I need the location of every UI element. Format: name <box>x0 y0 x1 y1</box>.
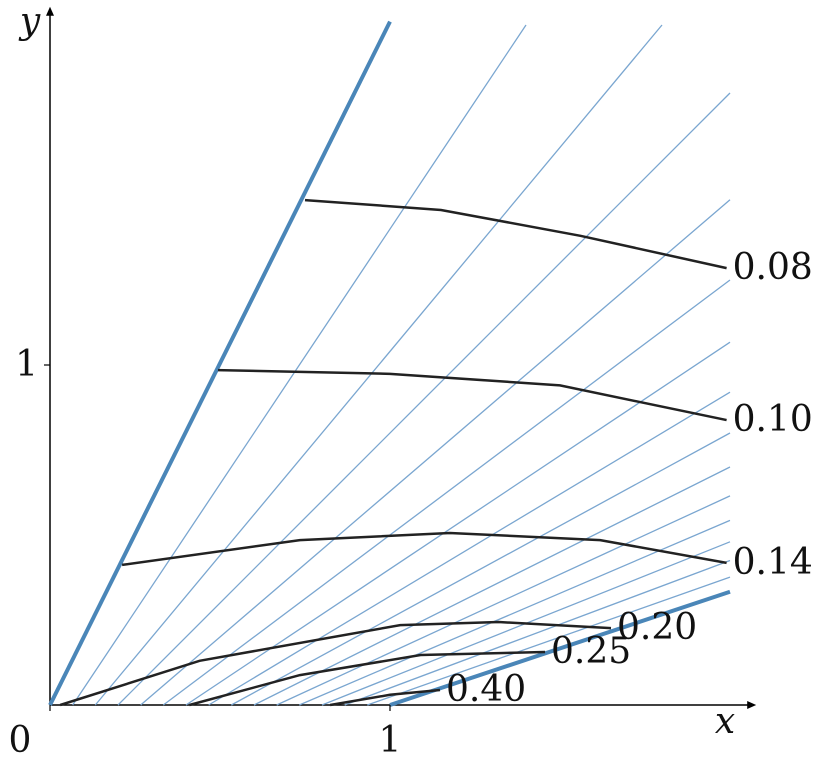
level-curve <box>329 688 441 707</box>
x-axis-arrow <box>747 701 757 709</box>
characteristic-line <box>208 391 731 706</box>
characteristic-line <box>253 466 731 706</box>
level-label: 0.20 <box>617 607 697 648</box>
level-label: 0.08 <box>733 247 813 288</box>
level-label: 0.14 <box>733 542 813 583</box>
characteristic-line <box>367 576 731 706</box>
characteristic-line <box>344 559 731 706</box>
level-curve <box>189 650 546 707</box>
level-curve <box>217 368 727 422</box>
x-tick-label: 1 <box>379 720 402 761</box>
y-axis-arrow <box>46 6 54 16</box>
x-tick-label: 0 <box>9 720 32 761</box>
characteristic-line <box>117 92 731 706</box>
x-axis-label: x <box>715 701 735 742</box>
level-label: 0.10 <box>733 399 813 440</box>
y-tick-label: 1 <box>15 344 38 385</box>
characteristic-line <box>94 24 663 706</box>
characteristic-line <box>276 495 731 706</box>
boundary-line <box>48 20 392 706</box>
characteristic-line <box>162 279 731 706</box>
level-curve <box>304 198 727 270</box>
y-axis-label: y <box>18 1 41 42</box>
level-curve <box>121 531 727 567</box>
characteristic-line <box>140 199 731 706</box>
characteristic-line <box>72 24 527 706</box>
level-label: 0.40 <box>446 669 526 710</box>
boundary-line <box>389 589 731 707</box>
level-curve <box>59 620 612 707</box>
characteristic-line <box>231 432 731 706</box>
level-label: 0.25 <box>551 631 631 672</box>
